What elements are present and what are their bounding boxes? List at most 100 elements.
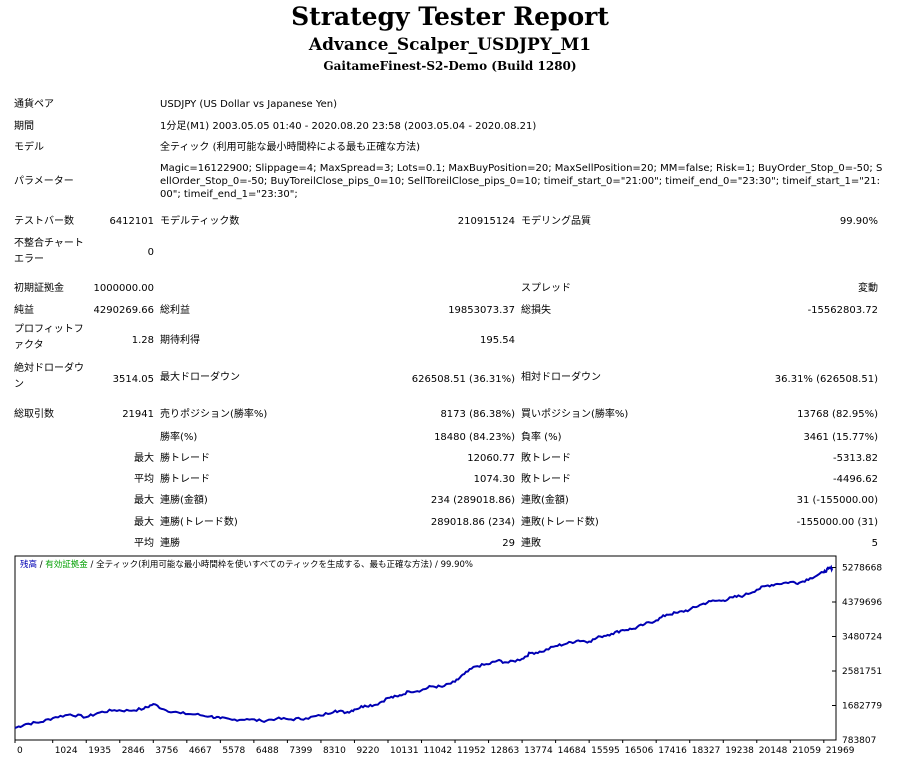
x-tick-label: 12863 [491,746,520,756]
ticks-value: 210915124 [457,216,515,227]
legend-separator-2: / [88,560,96,570]
profit-factor-value: 1.28 [131,335,154,346]
y-tick-label: 4379696 [842,598,882,608]
y-tick-label: 783807 [842,736,876,746]
max-consecutive-money-prefix: 最大 [134,495,154,506]
consecutive-wins-money-value: 234 (289018.86) [430,495,515,506]
profit-factor-label: プロフィットファクタ [14,324,84,351]
x-tick-label: 4667 [189,746,212,756]
quality-label: モデリング品質 [521,216,591,227]
spread-label: スプレッド [521,283,571,294]
gross-profit-value: 19853073.37 [448,305,515,316]
legend-quality: 99.90% [441,560,473,570]
quality-value: 99.90% [839,216,878,227]
largest-prefix: 最大 [134,453,154,464]
x-tick-label: 9220 [356,746,379,756]
x-tick-label: 8310 [323,746,346,756]
absolute-drawdown-label: 絶対ドローダウン [14,363,84,390]
short-positions-label: 売りポジション(勝率%) [160,409,268,420]
x-tick-label: 20148 [759,746,788,756]
consecutive-losses-money-value: 31 (-155000.00) [796,495,878,506]
chart-legend: 残高 / 有効証拠金 / 全ティック(利用可能な最小時間枠を使いすべてのティック… [20,559,473,570]
parameters-value: Magic=16122900; Slippage=4; MaxSpread=3;… [160,163,883,200]
net-profit-value: 4290269.66 [93,305,154,316]
bars-label: テストバー数 [14,216,74,227]
max-consecutive-count-prefix: 最大 [134,517,154,528]
mismatch-value: 0 [147,247,154,258]
plot-frame [14,555,837,741]
x-tick-label: 16506 [625,746,654,756]
win-trades-value: 18480 (84.23%) [434,432,515,443]
relative-drawdown-value: 36.31% (626508.51) [774,374,878,385]
gross-loss-value: -15562803.72 [807,305,878,316]
win-trades-label: 勝率(%) [160,432,198,443]
x-tick-label: 3756 [155,746,178,756]
x-tick-label: 7399 [289,746,312,756]
report-title: Strategy Tester Report [291,2,609,31]
legend-model: 全ティック(利用可能な最小時間枠を使いすべてのティックを生成する、最も正確な方法… [96,559,432,570]
x-tick-label: 21059 [792,746,821,756]
long-positions-label: 買いポジション(勝率%) [521,409,629,420]
total-trades-label: 総取引数 [14,409,54,420]
largest-loss-label: 敗トレード [521,453,571,464]
expert-name: Advance_Scalper_USDJPY_M1 [308,35,592,55]
x-tick-label: 14684 [558,746,587,756]
consecutive-losses-money-label: 連敗(金額) [521,495,569,506]
consecutive-wins-count-label: 連勝(トレード数) [160,517,238,528]
consecutive-wins-count-value: 289018.86 (234) [430,517,515,528]
average-prefix: 平均 [134,474,154,485]
ticks-label: モデルティック数 [160,216,240,227]
x-tick-label: 19238 [725,746,754,756]
y-tick-label: 3480724 [842,632,882,642]
x-tick-label: 1935 [88,746,111,756]
expected-payoff-value: 195.54 [480,335,515,346]
maximal-drawdown-label: 最大ドローダウン [160,372,240,383]
y-tick-label: 5278668 [842,563,882,573]
x-tick-label: 0 [17,746,23,756]
x-tick-label: 2846 [122,746,145,756]
x-tick-label: 11952 [457,746,486,756]
loss-trades-label: 負率 (%) [521,432,562,443]
mismatch-label: 不整合チャートエラー [14,238,84,265]
legend-balance: 残高 [20,559,37,570]
average-consecutive-prefix: 平均 [134,538,154,549]
legend-separator-3: / [432,560,440,570]
deposit-label: 初期証拠金 [14,283,64,294]
parameters-label: パラメーター [14,176,74,187]
consecutive-losses-count-label: 連敗(トレード数) [521,517,599,528]
average-win-value: 1074.30 [473,474,515,485]
x-tick-label: 5578 [222,746,245,756]
largest-win-value: 12060.77 [467,453,515,464]
x-tick-label: 15595 [591,746,620,756]
average-consecutive-wins-label: 連勝 [160,538,180,549]
symbol-value: USDJPY (US Dollar vs Japanese Yen) [160,99,338,110]
x-tick-label: 1024 [55,746,78,756]
x-tick-label: 17416 [658,746,687,756]
x-tick-label: 10131 [390,746,419,756]
period-value: 1分足(M1) 2003.05.05 01:40 - 2020.08.20 23… [160,121,537,132]
balance-line [14,564,834,729]
balance-chart: 5278668 4379696 3480724 2581751 1682779 78380… [14,555,890,767]
x-tick-label: 6488 [256,746,279,756]
average-loss-value: -4496.62 [833,474,878,485]
x-tick-label: 21969 [826,746,855,756]
period-label: 期間 [14,121,34,132]
legend-equity: 有効証拠金 [45,559,88,570]
bars-value: 6412101 [109,216,154,227]
average-win-label: 勝トレード [160,474,210,485]
maximal-drawdown-value: 626508.51 (36.31%) [411,374,515,385]
x-tick-label: 18327 [692,746,721,756]
expected-payoff-label: 期待利得 [160,335,200,346]
average-consecutive-losses-label: 連敗 [521,538,541,549]
largest-loss-value: -5313.82 [833,453,878,464]
spread-value: 変動 [858,283,878,294]
x-tick-label: 11042 [424,746,453,756]
deposit-value: 1000000.00 [93,283,154,294]
legend-separator-1: / [37,560,45,570]
gross-loss-label: 総損失 [521,305,551,316]
absolute-drawdown-value: 3514.05 [112,374,154,385]
balance-chart-svg: 5278668 4379696 3480724 2581751 1682779 78380… [14,555,882,756]
model-label: モデル [14,142,44,153]
average-consecutive-wins-value: 29 [502,538,515,549]
long-positions-value: 13768 (82.95%) [797,409,878,420]
